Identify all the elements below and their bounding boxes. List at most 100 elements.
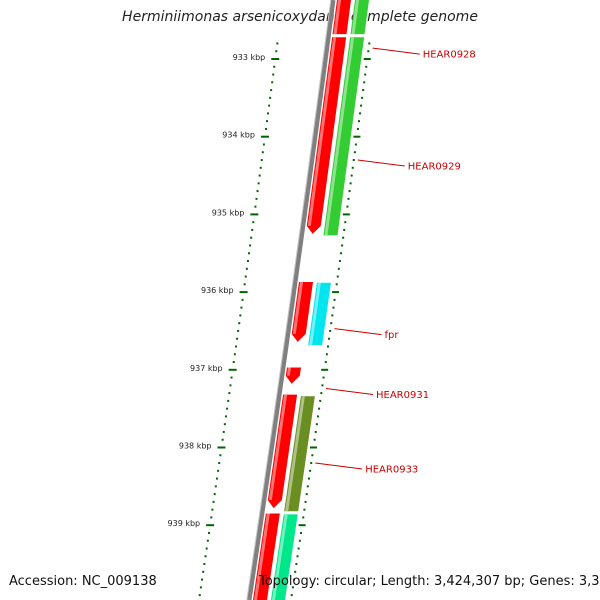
scale-dot: [203, 563, 206, 566]
outer-scale-dot: [296, 555, 299, 558]
outer-scale-dot: [342, 213, 350, 216]
outer-scale-dot: [359, 112, 362, 115]
scale-tick: [217, 446, 226, 449]
scale-tick: [206, 524, 215, 527]
scale-dot: [226, 407, 229, 410]
outer-scale-dot: [350, 174, 353, 177]
scale-dot: [254, 205, 257, 208]
scale-dot: [228, 392, 231, 395]
gene-block-highlight: [324, 37, 355, 236]
scale-tick-label: 935 kbp: [212, 208, 245, 217]
scale-dot: [255, 197, 258, 200]
scale-dot: [269, 96, 272, 99]
outer-scale-dot: [309, 469, 312, 472]
gene-block-highlight: [307, 37, 337, 226]
scale-tick-label: 939 kbp: [168, 519, 201, 528]
scale-dot: [227, 399, 230, 402]
outer-scale-dot: [311, 454, 314, 457]
scale-tick: [250, 213, 259, 216]
label-leader-line: [372, 47, 420, 55]
outer-scale-dot: [329, 329, 332, 332]
outer-scale-dot: [331, 314, 334, 317]
outer-scale-dot: [310, 462, 313, 465]
gene-block-highlight: [253, 513, 270, 600]
scale-dot: [244, 275, 247, 278]
outer-scale-dot: [319, 399, 322, 402]
scale-dot: [241, 298, 244, 301]
outer-scale-dot: [346, 205, 349, 208]
scale-dot: [243, 283, 246, 286]
label-leader-line: [315, 462, 363, 470]
scale-dot: [207, 531, 210, 534]
scale-dot: [224, 415, 227, 418]
scale-dot: [266, 120, 268, 123]
outer-scale-dot: [358, 120, 360, 123]
scale-dot: [202, 570, 205, 573]
scale-dot: [261, 151, 264, 154]
scale-dot: [212, 500, 215, 503]
outer-scale-dot: [321, 384, 324, 387]
outer-scale-dot: [365, 65, 368, 68]
scale-dot: [198, 594, 201, 597]
scale-dot: [204, 555, 207, 558]
scale-dot: [205, 547, 208, 550]
scale-dot: [223, 423, 226, 426]
outer-scale-dot: [368, 42, 371, 45]
outer-scale-dot: [298, 524, 306, 527]
scale-dot: [267, 112, 270, 115]
outer-scale-dot: [303, 508, 306, 511]
outer-scale-dot: [315, 423, 318, 426]
scale-dot: [230, 376, 233, 379]
scale-dot: [215, 477, 218, 480]
outer-scale-dot: [294, 570, 297, 573]
outer-scale-dot: [338, 260, 341, 263]
label-leader-line: [357, 159, 405, 167]
outer-scale-dot: [364, 73, 367, 76]
outer-scale-dot: [326, 345, 329, 348]
outer-scale-dot: [362, 89, 365, 92]
gene-block-highlight: [286, 367, 291, 376]
scale-dot: [229, 384, 232, 387]
scale-dot: [276, 42, 279, 45]
outer-scale-dot: [332, 291, 340, 294]
outer-scale-dot: [333, 298, 336, 301]
scale-dot: [237, 329, 240, 332]
scale-dot: [206, 539, 209, 542]
label-leader-line: [334, 328, 382, 336]
gene-block-highlight: [292, 282, 304, 334]
scale-dot: [260, 159, 263, 162]
scale-dot: [257, 182, 260, 185]
gene-block-highlight: [333, 0, 341, 35]
scale-dot: [251, 228, 254, 231]
gene-label[interactable]: fpr: [384, 330, 399, 341]
gene-block-reverse: [267, 394, 298, 509]
outer-scale-dot: [336, 275, 339, 278]
outer-scale-dot: [313, 438, 316, 441]
outer-scale-dot: [322, 376, 325, 379]
outer-scale-dot: [316, 415, 319, 418]
scale-dot: [256, 190, 259, 193]
outer-scale-dot: [344, 221, 347, 224]
gene-label[interactable]: HEAR0933: [365, 465, 418, 476]
scale-dot: [214, 485, 217, 488]
scale-dot: [275, 50, 278, 53]
gene-label[interactable]: HEAR0928: [423, 50, 476, 61]
outer-scale-dot: [302, 516, 305, 519]
scale-dot: [210, 516, 213, 519]
outer-scale-dot: [293, 578, 296, 581]
outer-scale-dot: [347, 197, 350, 200]
scale-dot: [239, 314, 242, 317]
scale-dot: [250, 236, 253, 239]
scale-dot: [246, 260, 249, 263]
scale-dot: [236, 337, 239, 340]
gene-label[interactable]: HEAR0929: [408, 162, 461, 173]
scale-dot: [240, 306, 243, 309]
scale-tick-label: 936 kbp: [201, 286, 234, 295]
scale-dot: [211, 508, 214, 511]
outer-scale-dot: [354, 143, 357, 146]
outer-scale-dot: [353, 151, 356, 154]
gene-label[interactable]: HEAR0931: [376, 390, 429, 401]
genome-backbone-highlight: [246, 0, 332, 600]
scale-dot: [258, 174, 261, 177]
